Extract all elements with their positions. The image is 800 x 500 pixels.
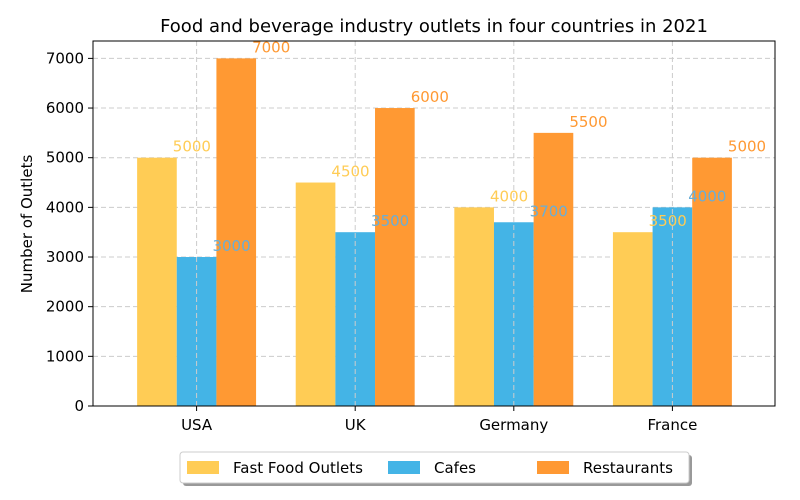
data-label: 4500 (331, 163, 369, 181)
y-tick-label: 1000 (46, 347, 84, 365)
data-label: 5000 (173, 138, 211, 156)
data-label: 3700 (530, 202, 568, 220)
y-tick-label: 7000 (46, 49, 84, 67)
x-tick-label: Germany (479, 416, 548, 434)
bar-fast-food-outlets (137, 157, 177, 406)
y-tick-label: 5000 (46, 149, 84, 167)
legend-swatch (388, 461, 420, 474)
x-tick-label: USA (181, 416, 213, 434)
data-label: 3500 (649, 212, 687, 230)
y-tick-label: 4000 (46, 198, 84, 216)
x-tick-label: France (647, 416, 697, 434)
legend-box (179, 451, 690, 484)
data-label: 3000 (212, 237, 250, 255)
data-label: 6000 (411, 88, 449, 106)
legend-label: Restaurants (583, 459, 673, 477)
bar-restaurants (692, 157, 732, 406)
tick-layer: 0 1000 2000 3000 4000 5000 6000 7000 USA UK German… (46, 49, 698, 434)
legend-swatch (537, 461, 569, 474)
data-label: 4000 (490, 187, 528, 205)
x-tick-label: UK (345, 416, 367, 434)
vertical-grid-layer (196, 41, 673, 406)
bar-layer (137, 58, 732, 407)
plot-frame (92, 40, 776, 407)
legend-label: Fast Food Outlets (233, 459, 363, 477)
bar-fast-food-outlets (612, 232, 653, 406)
bar-fast-food-outlets (295, 182, 336, 406)
y-tick-label: 6000 (46, 99, 84, 117)
legend: Fast Food Outlets Cafes Restaurants (179, 451, 692, 486)
data-label: 3500 (371, 212, 409, 230)
y-tick-label: 2000 (46, 298, 84, 316)
y-tick-label: 0 (74, 397, 84, 415)
y-tick-label: 3000 (46, 248, 84, 266)
bar-fast-food-outlets (454, 207, 494, 406)
legend-swatch (187, 461, 219, 474)
y-axis-label: Number of Outlets (18, 155, 36, 294)
data-label: 5000 (728, 138, 766, 156)
data-label-layer: 5000300070004500350060004000370055003500… (173, 38, 766, 255)
bar-restaurants (533, 132, 574, 407)
legend-label: Cafes (434, 459, 476, 477)
data-label: 4000 (688, 187, 726, 205)
data-label: 5500 (569, 113, 607, 131)
data-label: 7000 (252, 38, 290, 56)
bar-restaurants (216, 58, 257, 406)
chart-title: Food and beverage industry outlets in fo… (160, 16, 708, 37)
bar-restaurants (375, 108, 415, 406)
